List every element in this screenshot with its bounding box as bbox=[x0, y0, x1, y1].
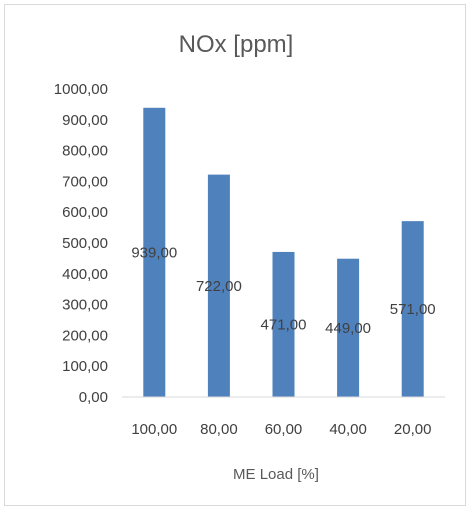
bar bbox=[207, 174, 230, 397]
y-tick-label: 700,00 bbox=[62, 173, 108, 190]
bar bbox=[337, 258, 360, 397]
y-tick-label: 600,00 bbox=[62, 204, 108, 221]
x-axis: 100,00 80,00 60,00 40,00 20,00 bbox=[122, 396, 445, 438]
y-tick-label: 200,00 bbox=[62, 327, 108, 344]
y-tick-label: 1000,00 bbox=[54, 81, 108, 98]
data-label: 722,00 bbox=[196, 278, 242, 295]
y-tick-label: 300,00 bbox=[62, 297, 108, 314]
x-tick-label: 80,00 bbox=[200, 421, 238, 438]
x-tick-label: 60,00 bbox=[265, 421, 303, 438]
x-tick-label: 20,00 bbox=[394, 421, 432, 438]
y-tick-label: 100,00 bbox=[62, 358, 108, 375]
y-axis: 0,00 100,00 200,00 300,00 400,00 500,00 600,00… bbox=[54, 81, 108, 406]
data-label: 939,00 bbox=[131, 244, 177, 261]
x-tick-label: 40,00 bbox=[329, 421, 367, 438]
y-tick-label: 0,00 bbox=[79, 389, 108, 406]
y-tick-label: 900,00 bbox=[62, 112, 108, 129]
bars bbox=[143, 107, 424, 398]
bar bbox=[143, 107, 166, 398]
bar bbox=[401, 221, 424, 397]
data-labels: 939,00 722,00 471,00 449,00 571,00 bbox=[131, 244, 435, 336]
chart-title: NOx [ppm] bbox=[179, 31, 294, 58]
y-tick-label: 800,00 bbox=[62, 143, 108, 160]
y-tick-label: 400,00 bbox=[62, 266, 108, 283]
x-tick-label: 100,00 bbox=[131, 421, 177, 438]
data-label: 449,00 bbox=[325, 320, 371, 337]
bar bbox=[272, 251, 295, 397]
y-tick-label: 500,00 bbox=[62, 235, 108, 252]
chart-frame bbox=[4, 4, 466, 506]
x-axis-title: ME Load [%] bbox=[233, 466, 319, 483]
data-label: 571,00 bbox=[390, 301, 436, 318]
data-label: 471,00 bbox=[261, 316, 307, 333]
